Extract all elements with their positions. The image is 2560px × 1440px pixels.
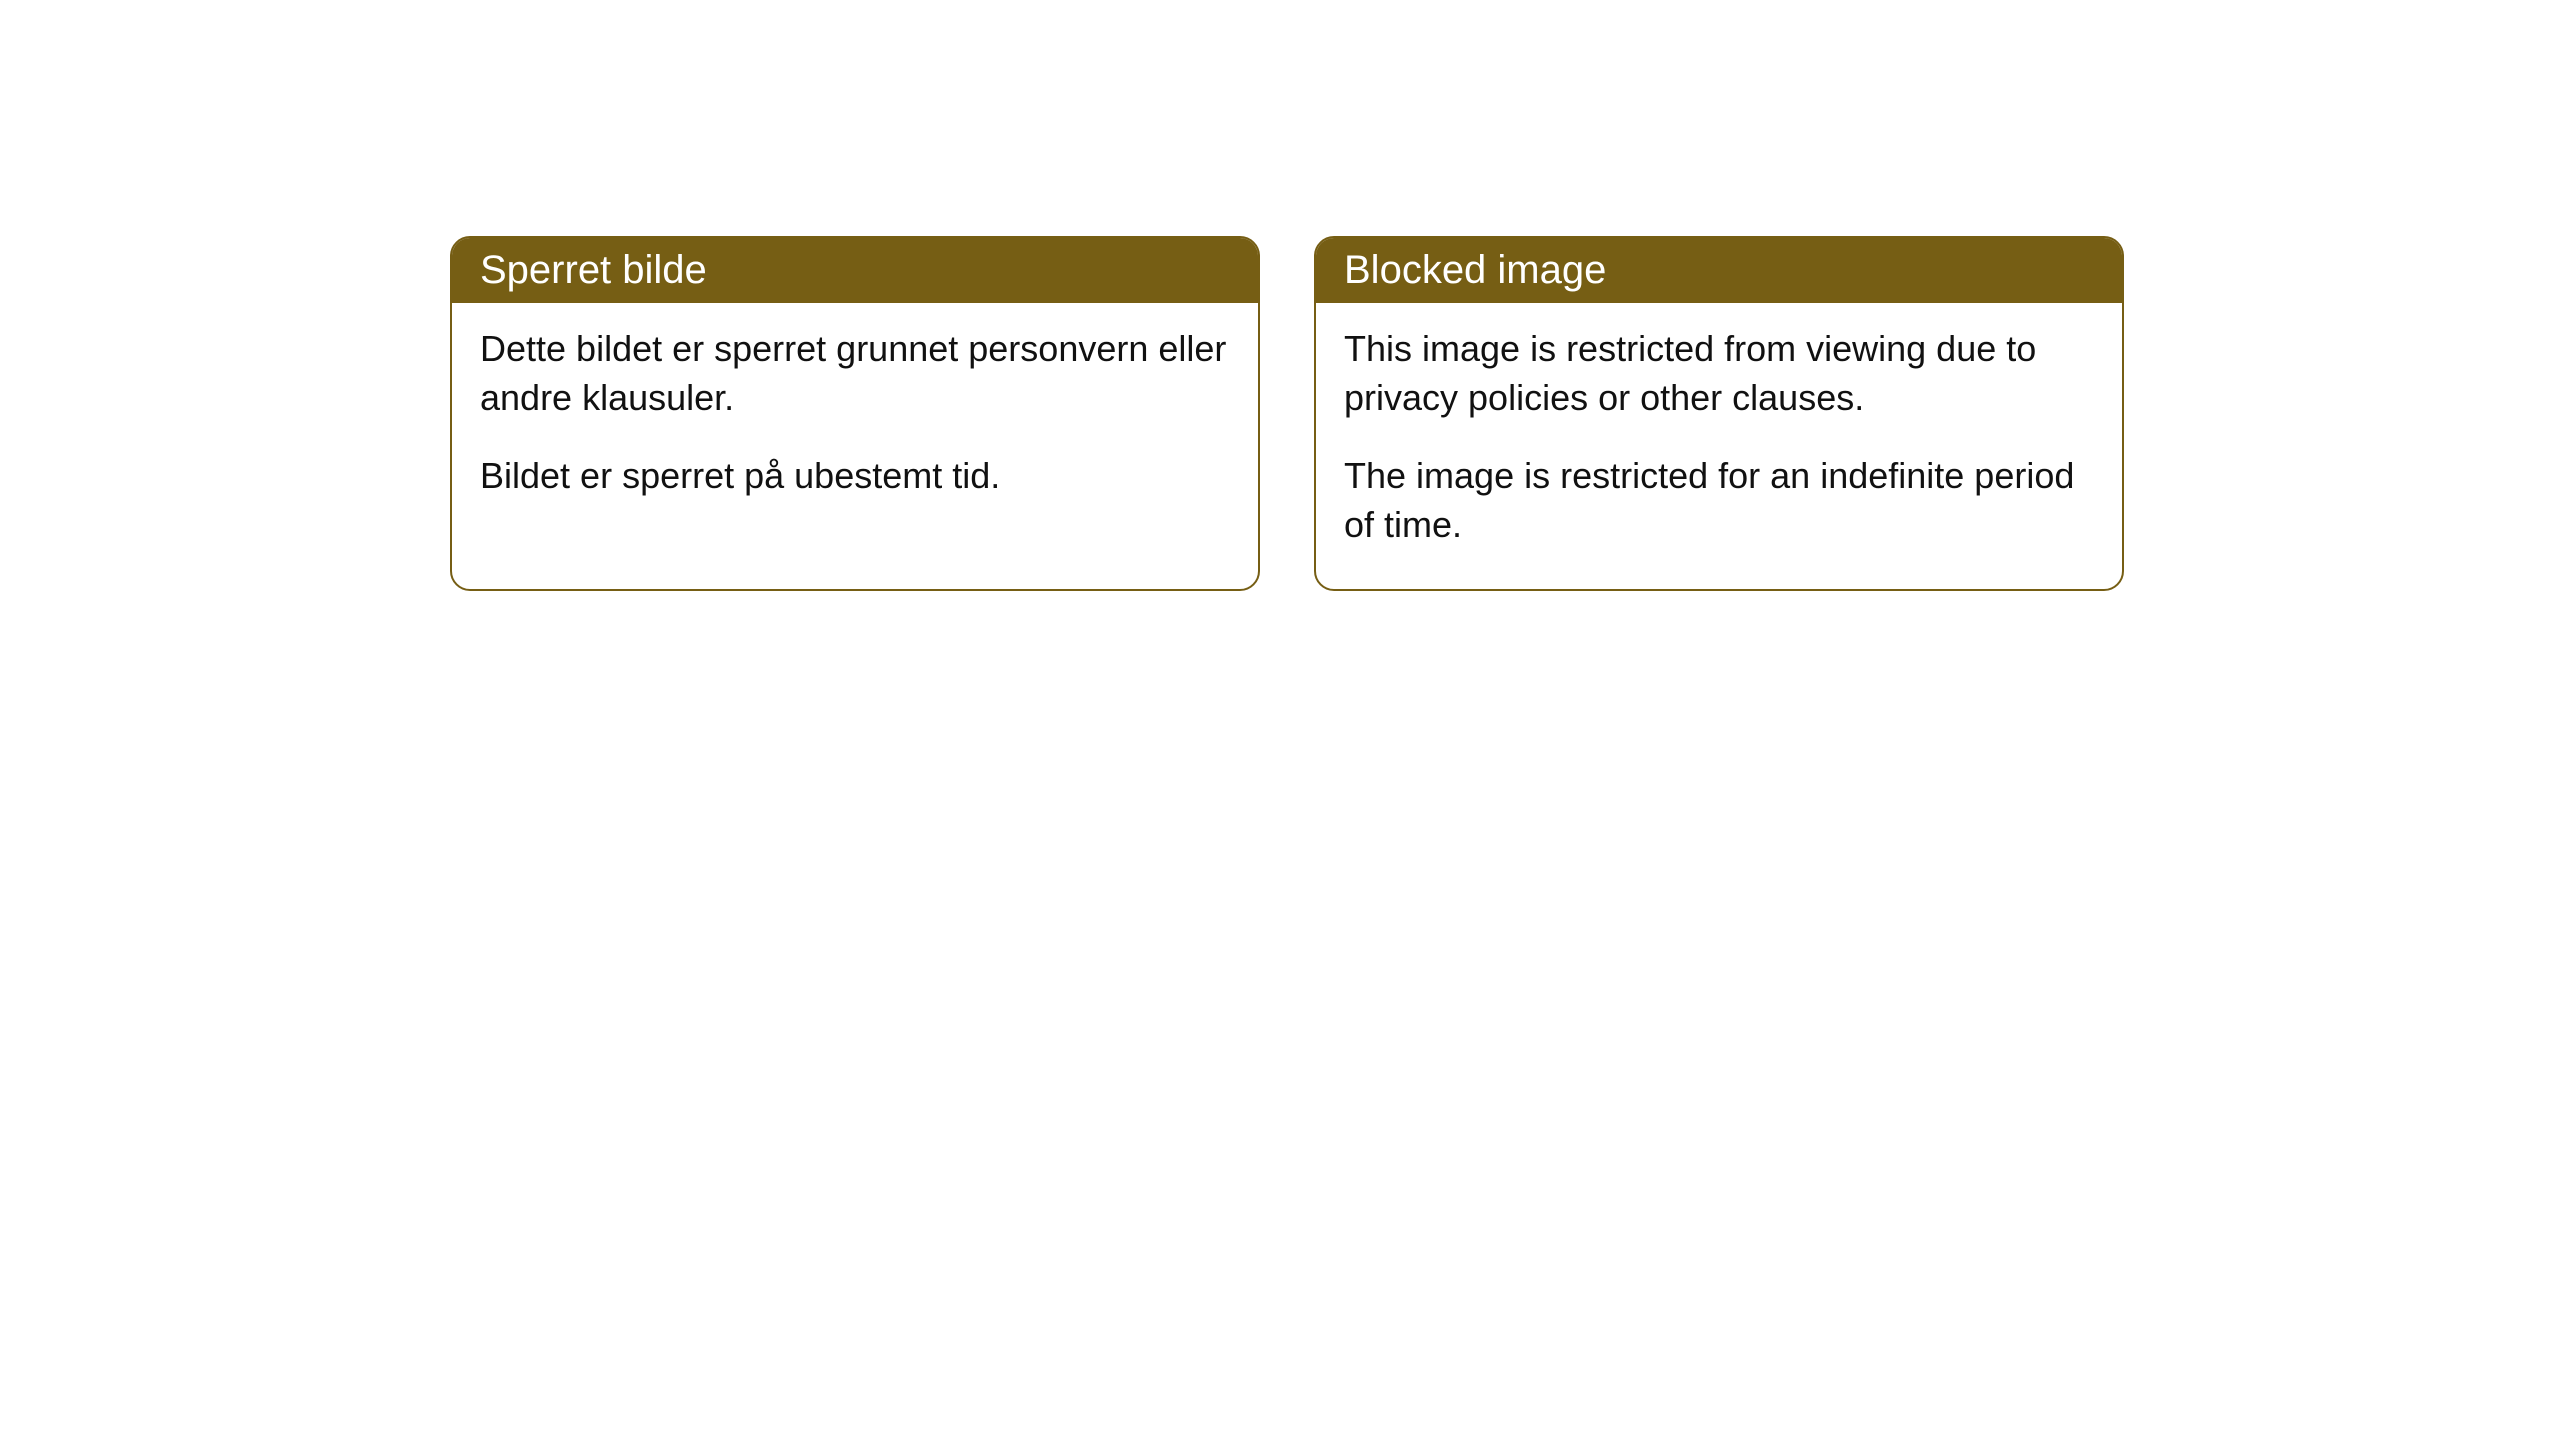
card-paragraph: The image is restricted for an indefinit…: [1344, 452, 2094, 549]
card-paragraph: Dette bildet er sperret grunnet personve…: [480, 325, 1230, 422]
card-header: Blocked image: [1316, 238, 2122, 303]
card-title: Blocked image: [1344, 248, 1606, 292]
card-paragraph: Bildet er sperret på ubestemt tid.: [480, 452, 1230, 501]
card-body: This image is restricted from viewing du…: [1316, 303, 2122, 589]
card-paragraph: This image is restricted from viewing du…: [1344, 325, 2094, 422]
card-title: Sperret bilde: [480, 248, 707, 292]
notice-card-english: Blocked image This image is restricted f…: [1314, 236, 2124, 591]
card-body: Dette bildet er sperret grunnet personve…: [452, 303, 1258, 541]
card-header: Sperret bilde: [452, 238, 1258, 303]
notice-cards-container: Sperret bilde Dette bildet er sperret gr…: [450, 236, 2124, 591]
notice-card-norwegian: Sperret bilde Dette bildet er sperret gr…: [450, 236, 1260, 591]
